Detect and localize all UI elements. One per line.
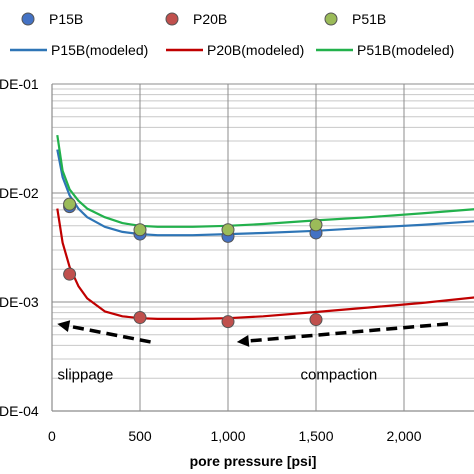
data-point-P20B [133,311,147,325]
y-tick-label: DE-04 [0,403,39,419]
arrow-head [57,320,71,333]
data-point-P51B [309,218,323,232]
annotation-arrows [57,320,449,347]
grid-lines [51,83,474,412]
x-axis-title: pore pressure [psi] [190,453,317,469]
data-point-P51B [63,197,77,211]
x-tick-labels: 0 500 1,000 1,500 2,000 [48,428,422,444]
y-tick-label: DE-03 [0,294,39,310]
annotations: slippage compaction [57,366,377,383]
legend-label: P15B [49,11,83,27]
legend-label: P15B(modeled) [51,42,148,58]
legend: P15B P20B P51B P15B(modeled) P20B(modeled) P5… [10,11,454,58]
legend-marker-P51B [324,12,338,26]
arrow-head [236,334,250,347]
y-tick-label: DE-01 [0,76,39,92]
legend-label: P20B [193,11,227,27]
legend-marker-P20B [165,12,179,26]
x-tick-label: 2,000 [386,428,421,444]
legend-label: P51B [352,11,386,27]
series-line-P51B(modeled) [56,134,474,228]
x-tick-label: 0 [48,428,56,444]
annotation-label: slippage [57,366,113,383]
legend-label: P51B(modeled) [357,42,454,58]
data-point-P51B [221,223,235,237]
legend-marker-P15B [21,12,35,26]
data-point-P51B [133,223,147,237]
y-tick-labels: DE-01 DE-02 DE-03 DE-04 [0,76,39,419]
y-tick-label: DE-02 [0,185,39,201]
data-point-P20B [309,313,323,327]
data-point-P20B [221,315,235,329]
x-tick-label: 1,000 [210,428,245,444]
legend-label: P20B(modeled) [207,42,304,58]
modeled-lines [56,134,474,320]
x-tick-label: 1,500 [298,428,333,444]
data-points [63,197,323,329]
data-point-P20B [63,267,77,281]
annotation-label: compaction [301,366,378,383]
arrow-shaft [68,324,151,344]
x-tick-label: 500 [128,428,152,444]
